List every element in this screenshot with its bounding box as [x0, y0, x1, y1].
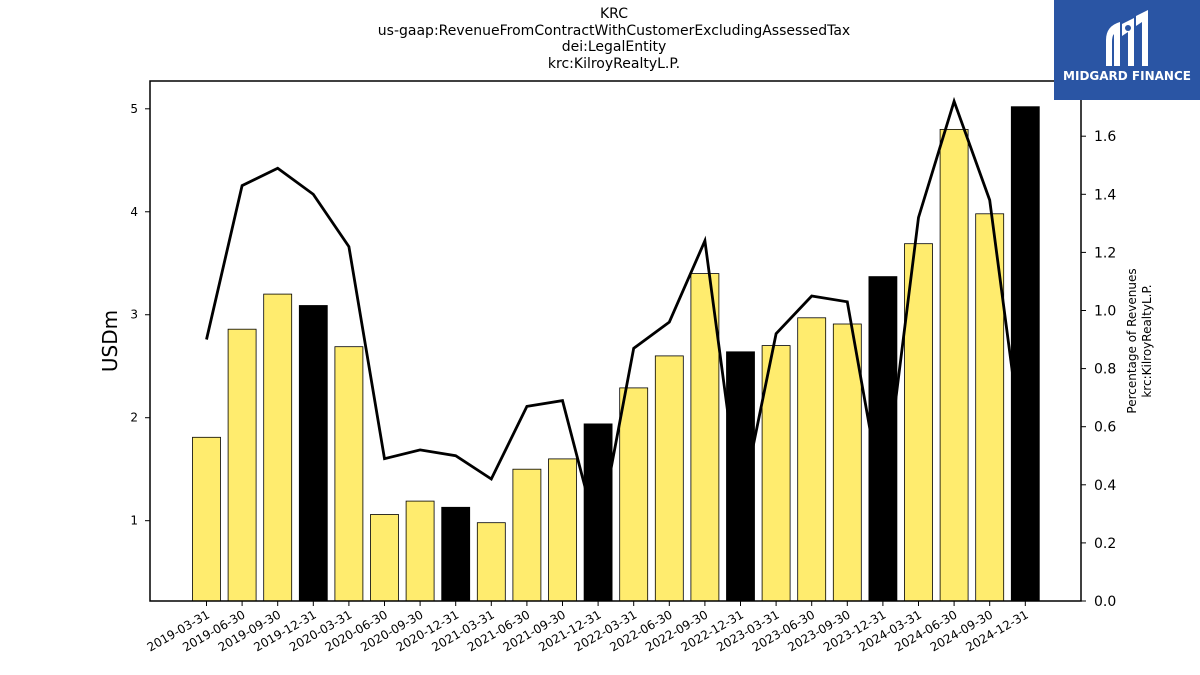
bar-2023-06-30 [797, 317, 827, 602]
bar-2020-06-30 [370, 514, 399, 602]
logo-mark-icon [1106, 10, 1148, 66]
left-tick-label: 4 [130, 205, 138, 219]
left-tick-label: 5 [130, 102, 138, 116]
logo-text: MIDGARD FINANCE [1063, 69, 1191, 83]
midgard-finance-logo: MIDGARD FINANCE [1054, 0, 1200, 100]
bar-2024-06-30 [939, 128, 969, 602]
right-tick-label: 0.2 [1094, 536, 1116, 552]
bar-2023-09-30 [832, 323, 862, 602]
percentage-line [205, 96, 1027, 538]
x-axis-ticks: 2019-03-312019-06-302019-09-302019-12-31… [145, 601, 1031, 654]
bar-2020-03-31 [334, 346, 364, 602]
bar-2021-06-30 [512, 468, 542, 602]
right-axis-label-line-1: Percentage of Revenues [1125, 268, 1139, 413]
left-tick-label: 2 [130, 411, 138, 425]
bar-2019-06-30 [227, 328, 257, 602]
bar-2022-06-30 [654, 355, 684, 602]
bar-2021-09-30 [548, 458, 577, 602]
chart-title-member: krc:KilroyRealtyL.P. [547, 56, 681, 72]
right-tick-label: 0.6 [1094, 420, 1116, 436]
bar-2023-12-31 [868, 276, 898, 602]
bar-2019-09-30 [263, 293, 293, 602]
chart-title-ticker: KRC [600, 6, 628, 22]
bar-2019-03-31 [192, 436, 221, 602]
bar-2024-12-31 [1010, 106, 1040, 602]
right-tick-label: 1.2 [1094, 245, 1116, 261]
y-axis-label: USDm [98, 310, 122, 372]
bar-2022-09-30 [690, 273, 720, 602]
right-axis-label-line-2: krc:KilroyRealtyL.P. [1140, 284, 1154, 397]
right-tick-label: 1.4 [1094, 187, 1116, 203]
right-tick-label: 1.6 [1094, 129, 1116, 145]
bar-2019-12-31 [298, 305, 328, 602]
right-tick-label: 1.0 [1094, 303, 1116, 319]
bar-2020-09-30 [405, 500, 435, 602]
left-tick-label: 3 [130, 308, 138, 322]
left-axis-ticks: 1 2 3 4 5 [130, 102, 150, 528]
right-tick-label: 0.0 [1094, 594, 1116, 610]
chart-title-dimension: dei:LegalEntity [561, 39, 667, 55]
bar-series [192, 106, 1040, 602]
plot-frame [149, 80, 1082, 602]
chart-title-concept: us-gaap:RevenueFromContractWithCustomerE… [377, 23, 851, 39]
bar-2021-12-31 [583, 423, 613, 602]
bar-2021-03-31 [476, 522, 506, 602]
bar-2020-12-31 [441, 506, 471, 602]
bar-2022-12-31 [726, 351, 755, 602]
left-tick-label: 1 [130, 514, 138, 528]
bar-2022-03-31 [619, 387, 649, 602]
right-axis-ticks: 0.0 0.2 0.4 0.6 0.8 1.0 1.2 1.4 1.6 [1081, 129, 1116, 610]
right-tick-label: 0.8 [1094, 362, 1116, 378]
bar-2023-03-31 [761, 345, 791, 602]
right-tick-label: 0.4 [1094, 478, 1116, 494]
